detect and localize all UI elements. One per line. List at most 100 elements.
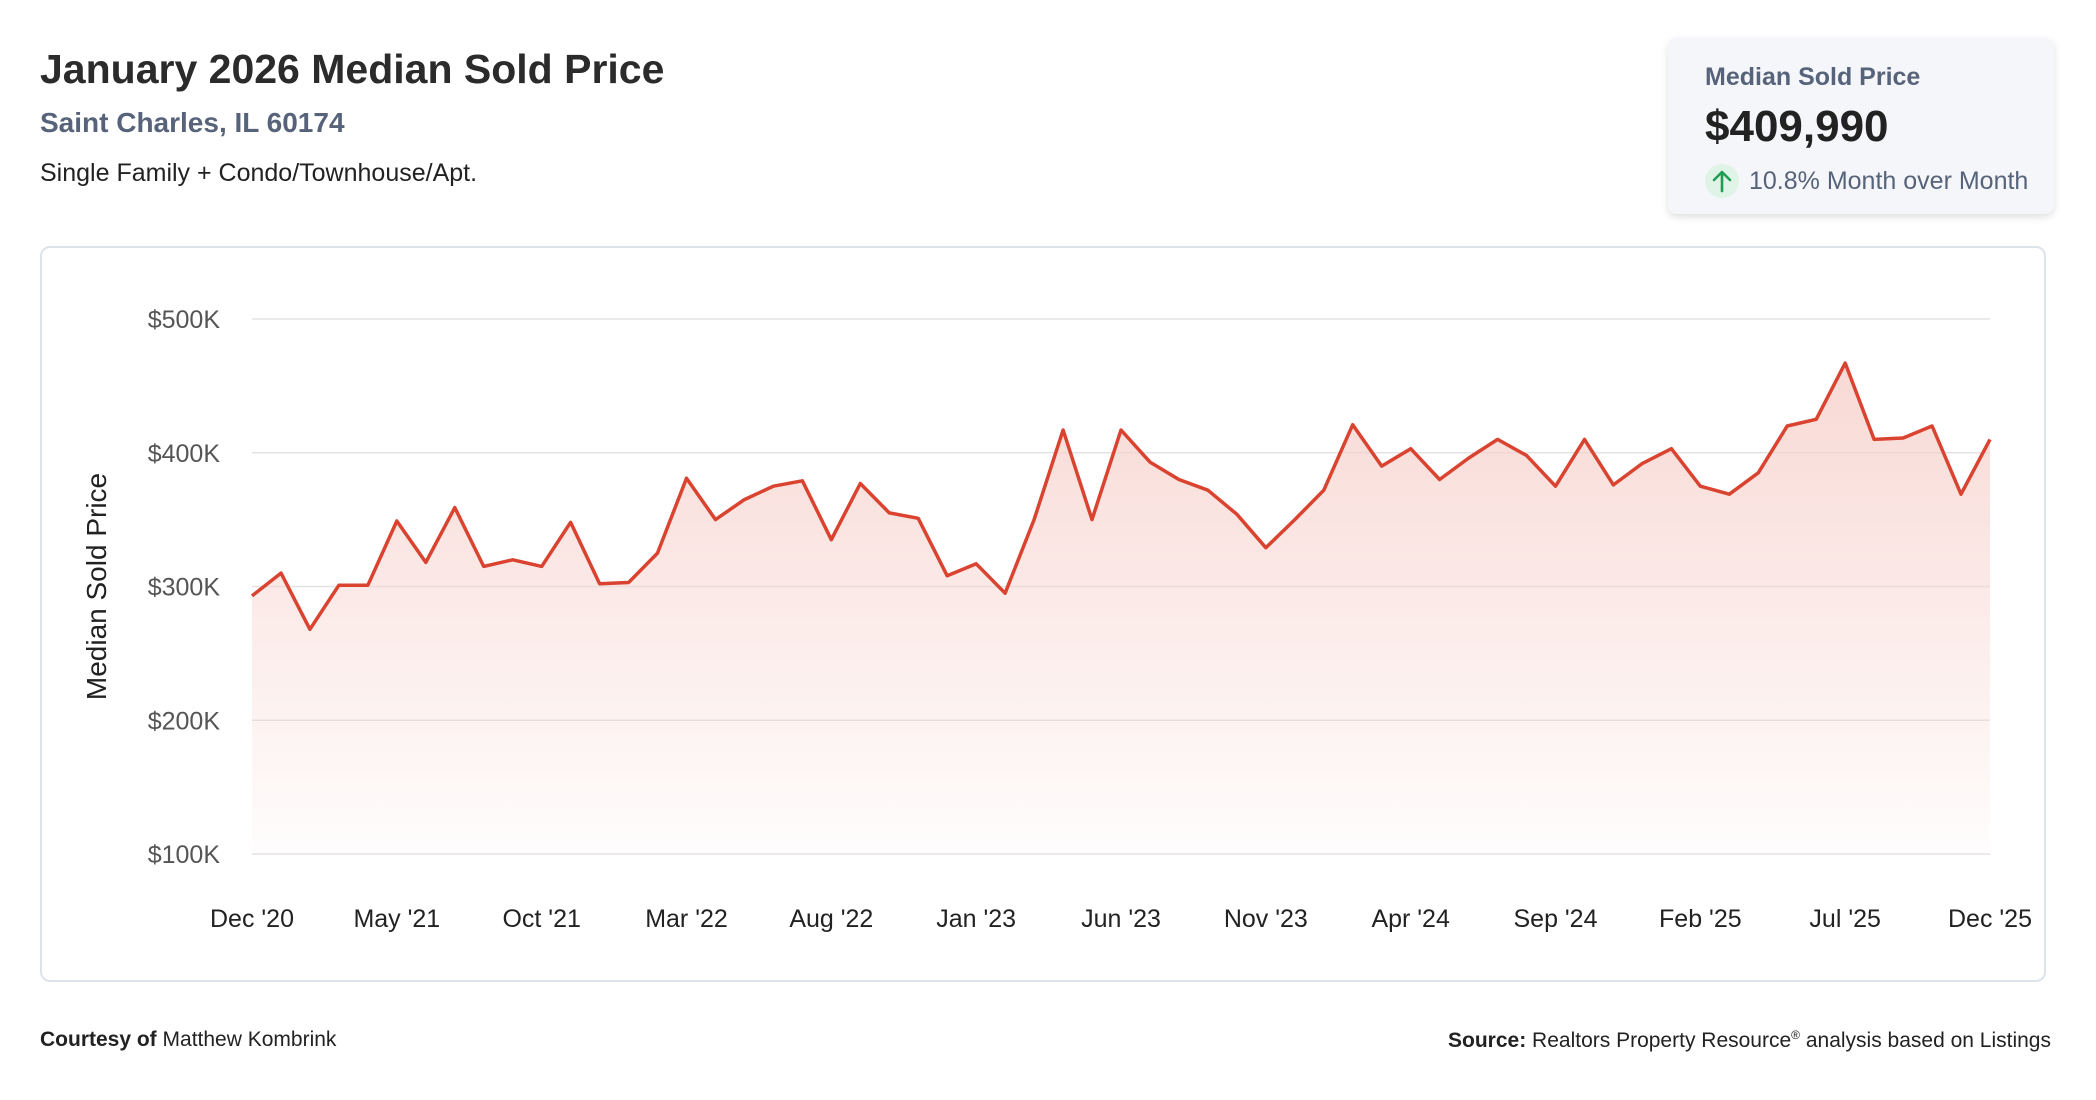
data-point xyxy=(1669,447,1673,451)
data-point xyxy=(974,562,978,566)
x-tick-label: Aug '22 xyxy=(789,905,873,933)
data-point xyxy=(540,564,544,568)
data-point xyxy=(1003,591,1007,595)
data-point xyxy=(1930,424,1934,428)
data-point xyxy=(1119,428,1123,432)
data-point xyxy=(1380,464,1384,468)
x-tick-label: Dec '25 xyxy=(1948,905,2032,933)
data-point xyxy=(916,516,920,520)
data-point xyxy=(1177,478,1181,482)
data-point xyxy=(366,583,370,587)
y-tick-label: $500K xyxy=(148,306,221,334)
data-point xyxy=(1814,417,1818,421)
data-point xyxy=(1727,492,1731,496)
x-tick-label: Nov '23 xyxy=(1224,905,1308,933)
chart-panel: $100K $200K $300K $400K $500K Dec '20 May '21 O… xyxy=(40,246,2046,982)
data-point xyxy=(800,479,804,483)
stat-change: 10.8% Month over Month xyxy=(1705,164,2028,198)
location-subtitle: Saint Charles, IL 60174 xyxy=(40,107,345,138)
data-point xyxy=(279,571,283,575)
median-price-card: Median Sold Price $409,990 10.8% Month o… xyxy=(1668,38,2054,214)
registered-mark: ® xyxy=(1791,1028,1800,1042)
data-point xyxy=(1698,484,1702,488)
data-point xyxy=(714,518,718,522)
source-footer: Source: Realtors Property Resource® anal… xyxy=(1448,1028,2051,1053)
x-tick-label: Jan '23 xyxy=(936,905,1016,933)
data-point xyxy=(1090,518,1094,522)
data-point xyxy=(1959,492,1963,496)
data-point xyxy=(1554,484,1558,488)
data-point xyxy=(1872,437,1876,441)
x-tick-label: Sep '24 xyxy=(1513,905,1597,933)
data-point xyxy=(1525,453,1529,457)
data-point xyxy=(395,519,399,523)
y-tick-label: $200K xyxy=(148,707,221,735)
stat-change-text: 10.8% Month over Month xyxy=(1749,166,2029,195)
x-tick-label: Oct '21 xyxy=(502,905,580,933)
data-point xyxy=(1438,478,1442,482)
data-point xyxy=(1206,488,1210,492)
x-tick-label: Mar '22 xyxy=(645,905,728,933)
data-point xyxy=(742,498,746,502)
data-point xyxy=(1583,437,1587,441)
data-point xyxy=(656,551,660,555)
data-point xyxy=(482,564,486,568)
data-point xyxy=(1756,471,1760,475)
data-point xyxy=(1235,512,1239,516)
x-tick-label: Jun '23 xyxy=(1081,905,1161,933)
courtesy-label: Courtesy of xyxy=(40,1028,157,1051)
data-point xyxy=(1322,488,1326,492)
median-price-chart: $100K $200K $300K $400K $500K Dec '20 May '21 O… xyxy=(81,306,2032,933)
data-point xyxy=(1467,456,1471,460)
data-point xyxy=(1264,546,1268,550)
property-type-label: Single Family + Condo/Townhouse/Apt. xyxy=(40,159,478,187)
data-point xyxy=(1640,461,1644,465)
x-tick-label: Dec '20 xyxy=(210,905,294,933)
y-axis-label: Median Sold Price xyxy=(81,473,112,700)
data-point xyxy=(1148,460,1152,464)
data-point xyxy=(308,627,312,631)
data-point xyxy=(1032,518,1036,522)
x-tick-label: Jul '25 xyxy=(1809,905,1880,933)
data-point xyxy=(1061,428,1065,432)
source-text: Realtors Property Resource xyxy=(1532,1029,1792,1052)
series-line xyxy=(250,361,1992,632)
courtesy-name: Matthew Kombrink xyxy=(162,1028,337,1051)
data-point xyxy=(1785,424,1789,428)
series-area-fill xyxy=(252,363,1990,854)
x-tick-label: May '21 xyxy=(353,905,440,933)
data-point xyxy=(858,482,862,486)
data-point xyxy=(1988,437,1992,441)
data-point xyxy=(829,538,833,542)
data-point xyxy=(1843,361,1847,365)
data-point xyxy=(1293,518,1297,522)
source-label: Source: xyxy=(1448,1029,1527,1052)
data-point xyxy=(945,574,949,578)
data-point xyxy=(250,594,254,598)
data-point xyxy=(1901,436,1905,440)
data-point xyxy=(569,520,573,524)
source-text-suffix: analysis based on Listings xyxy=(1800,1029,2051,1052)
data-point xyxy=(453,506,457,510)
x-tick-label: Apr '24 xyxy=(1371,905,1450,933)
data-point xyxy=(1351,423,1355,427)
data-point xyxy=(771,484,775,488)
data-point xyxy=(627,581,631,585)
stat-label: Median Sold Price xyxy=(1705,63,1921,91)
data-point xyxy=(424,560,428,564)
data-point xyxy=(337,583,341,587)
y-tick-label: $100K xyxy=(148,841,221,869)
courtesy-footer: Courtesy of Matthew Kombrink xyxy=(40,1028,336,1052)
y-tick-label: $300K xyxy=(148,574,221,602)
data-point xyxy=(511,558,515,562)
arrow-up-icon xyxy=(1705,164,1739,198)
data-point xyxy=(1611,483,1615,487)
data-point xyxy=(685,476,689,480)
y-tick-label: $400K xyxy=(148,440,221,468)
data-point xyxy=(887,511,891,515)
page-title: January 2026 Median Sold Price xyxy=(40,46,665,92)
data-point xyxy=(598,582,602,586)
x-tick-label: Feb '25 xyxy=(1659,905,1742,933)
data-point xyxy=(1409,447,1413,451)
data-point xyxy=(1496,437,1500,441)
